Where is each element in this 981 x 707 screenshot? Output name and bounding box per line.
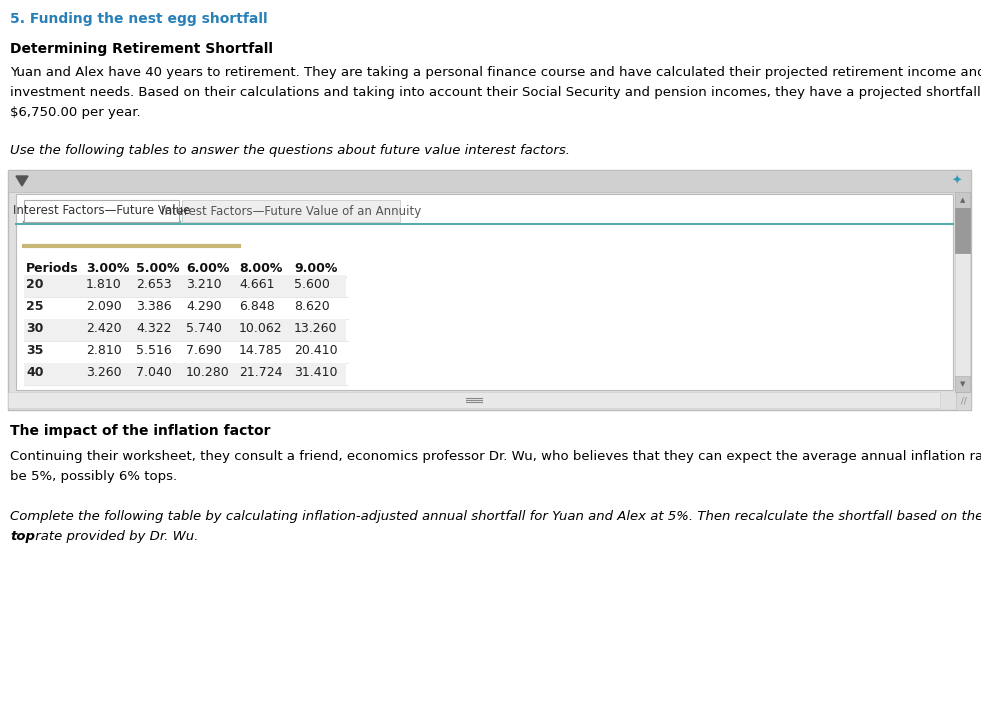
Text: Interest Factors—Future Value of an Annuity: Interest Factors—Future Value of an Annu… xyxy=(161,204,421,218)
Text: Use the following tables to answer the questions about future value interest fac: Use the following tables to answer the q… xyxy=(10,144,570,157)
Text: 25: 25 xyxy=(26,300,43,313)
Text: //: // xyxy=(960,397,966,406)
Text: be 5%, possibly 6% tops.: be 5%, possibly 6% tops. xyxy=(10,470,178,483)
Bar xyxy=(16,194,953,390)
Text: 8.00%: 8.00% xyxy=(239,262,283,275)
Bar xyxy=(956,392,971,410)
Text: 4.290: 4.290 xyxy=(186,300,222,313)
Text: 6.848: 6.848 xyxy=(239,300,275,313)
Text: 2.653: 2.653 xyxy=(136,278,172,291)
Text: 5. Funding the nest egg shortfall: 5. Funding the nest egg shortfall xyxy=(10,12,268,26)
Text: 2.810: 2.810 xyxy=(86,344,122,357)
Text: 7.690: 7.690 xyxy=(186,344,222,357)
Text: Continuing their worksheet, they consult a friend, economics professor Dr. Wu, w: Continuing their worksheet, they consult… xyxy=(10,450,981,463)
Text: 14.785: 14.785 xyxy=(239,344,283,357)
Bar xyxy=(8,170,971,192)
Text: top: top xyxy=(10,530,35,543)
Text: 10.280: 10.280 xyxy=(186,366,230,379)
Text: 7.040: 7.040 xyxy=(136,366,172,379)
Bar xyxy=(24,200,179,222)
Text: Yuan and Alex have 40 years to retirement. They are taking a personal finance co: Yuan and Alex have 40 years to retiremen… xyxy=(10,66,981,79)
Text: 13.260: 13.260 xyxy=(294,322,337,335)
Text: $6,750.00 per year.: $6,750.00 per year. xyxy=(10,106,140,119)
Bar xyxy=(955,208,970,253)
Text: rate provided by Dr. Wu.: rate provided by Dr. Wu. xyxy=(31,530,198,543)
Text: Periods: Periods xyxy=(26,262,78,275)
Bar xyxy=(955,192,970,208)
Bar xyxy=(8,170,971,410)
Text: 1.810: 1.810 xyxy=(86,278,122,291)
Text: Determining Retirement Shortfall: Determining Retirement Shortfall xyxy=(10,42,273,56)
Text: 30: 30 xyxy=(26,322,43,335)
Bar xyxy=(8,392,940,408)
Bar xyxy=(182,200,400,222)
Text: 20.410: 20.410 xyxy=(294,344,337,357)
Bar xyxy=(24,363,346,385)
Text: 40: 40 xyxy=(26,366,43,379)
Text: 4.661: 4.661 xyxy=(239,278,275,291)
Text: 5.600: 5.600 xyxy=(294,278,330,291)
Text: 9.00%: 9.00% xyxy=(294,262,337,275)
Text: 3.386: 3.386 xyxy=(136,300,172,313)
Text: 21.724: 21.724 xyxy=(239,366,283,379)
Text: ▲: ▲ xyxy=(959,197,965,203)
Text: 4.322: 4.322 xyxy=(136,322,172,335)
Text: 2.090: 2.090 xyxy=(86,300,122,313)
Text: Complete the following table by calculating inflation-adjusted annual shortfall : Complete the following table by calculat… xyxy=(10,510,981,523)
Bar xyxy=(24,275,346,297)
Text: ▼: ▼ xyxy=(959,381,965,387)
Text: 8.620: 8.620 xyxy=(294,300,330,313)
Bar xyxy=(955,192,970,392)
Text: ✦: ✦ xyxy=(952,175,962,187)
Text: 20: 20 xyxy=(26,278,43,291)
Text: Interest Factors—Future Value: Interest Factors—Future Value xyxy=(13,204,190,218)
Text: 5.516: 5.516 xyxy=(136,344,172,357)
Bar xyxy=(955,376,970,392)
Text: 3.00%: 3.00% xyxy=(86,262,129,275)
Text: 3.260: 3.260 xyxy=(86,366,122,379)
Text: 5.740: 5.740 xyxy=(186,322,222,335)
Text: 6.00%: 6.00% xyxy=(186,262,230,275)
Text: 35: 35 xyxy=(26,344,43,357)
Text: 2.420: 2.420 xyxy=(86,322,122,335)
Text: investment needs. Based on their calculations and taking into account their Soci: investment needs. Based on their calcula… xyxy=(10,86,981,99)
Text: The impact of the inflation factor: The impact of the inflation factor xyxy=(10,424,271,438)
Text: 5.00%: 5.00% xyxy=(136,262,180,275)
Text: 3.210: 3.210 xyxy=(186,278,222,291)
Text: 10.062: 10.062 xyxy=(239,322,283,335)
Text: 31.410: 31.410 xyxy=(294,366,337,379)
Bar xyxy=(24,319,346,341)
Polygon shape xyxy=(16,176,28,186)
